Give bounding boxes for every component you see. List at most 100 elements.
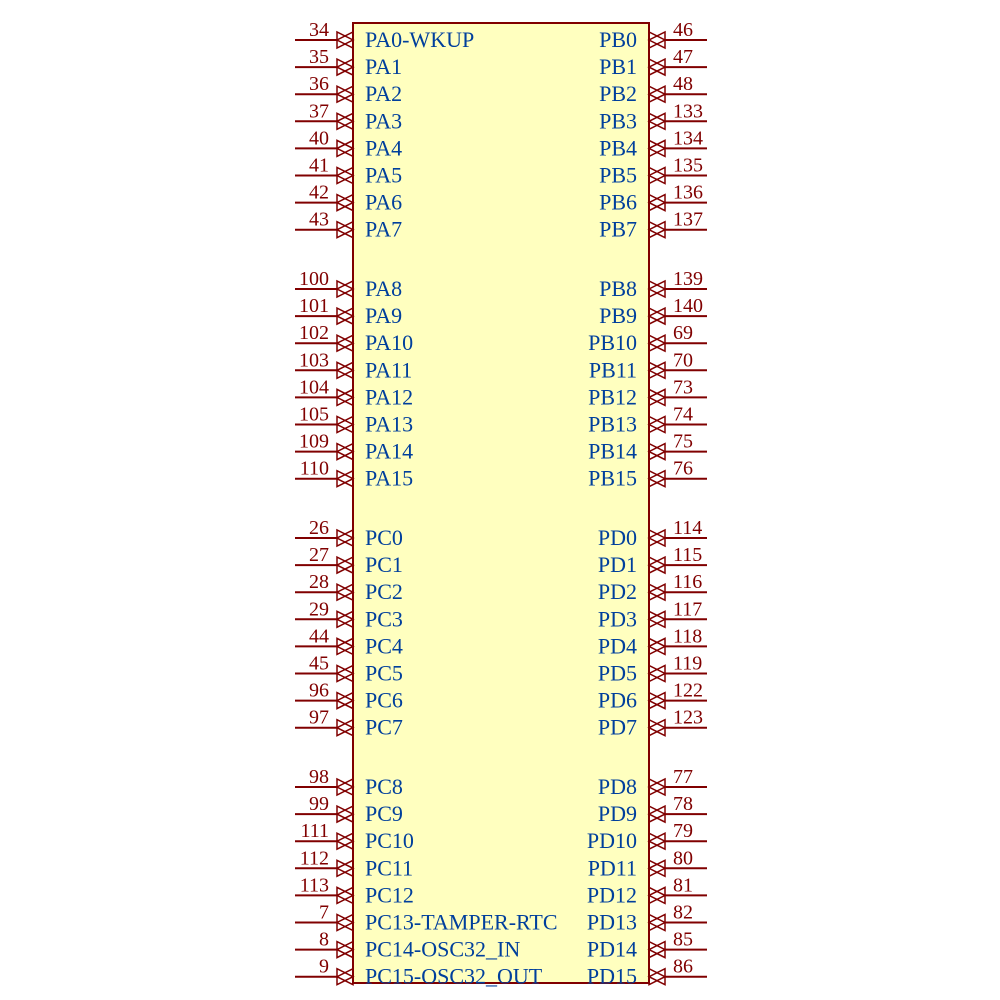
pin-number: 97 — [309, 707, 329, 729]
pin-label: PA5 — [365, 163, 402, 188]
pin-number: 112 — [300, 847, 329, 869]
pin-number: 77 — [673, 766, 693, 788]
pin-number: 75 — [673, 431, 693, 453]
pin-number: 86 — [673, 956, 693, 978]
pin-number: 122 — [673, 680, 703, 702]
pin-number: 7 — [319, 902, 329, 924]
pin-number: 82 — [673, 902, 693, 924]
pin-number: 79 — [673, 820, 693, 842]
pin-number: 103 — [299, 349, 329, 371]
pin-number: 27 — [309, 544, 329, 566]
pin-label: PA1 — [365, 54, 402, 79]
pin-label: PB15 — [588, 466, 637, 491]
pin-number: 114 — [673, 517, 702, 539]
pin-label: PD15 — [587, 964, 637, 989]
pin-label: PA13 — [365, 412, 413, 437]
pin-label: PC2 — [365, 579, 403, 604]
pin-label: PA15 — [365, 466, 413, 491]
pin-label: PD0 — [598, 525, 637, 550]
pin-number: 36 — [309, 73, 329, 95]
pin-label: PA2 — [365, 81, 402, 106]
pin-number: 96 — [309, 680, 329, 702]
pin-number: 99 — [309, 793, 329, 815]
pin-number: 98 — [309, 766, 329, 788]
pin-label: PC3 — [365, 606, 403, 631]
pin-label: PA10 — [365, 330, 413, 355]
pin-label: PC14-OSC32_IN — [365, 937, 520, 962]
pin-label: PB6 — [599, 190, 637, 215]
pin-number: 100 — [299, 268, 329, 290]
pin-label: PC1 — [365, 552, 403, 577]
pin-number: 110 — [300, 458, 329, 480]
pin-label: PA0-WKUP — [365, 27, 474, 52]
pin-number: 29 — [309, 598, 329, 620]
pin-number: 48 — [673, 73, 693, 95]
pin-label: PA9 — [365, 303, 402, 328]
pin-label: PD6 — [598, 688, 637, 713]
pin-number: 26 — [309, 517, 329, 539]
pin-label: PD11 — [588, 855, 637, 880]
pin-number: 42 — [309, 182, 329, 204]
pin-number: 119 — [673, 653, 702, 675]
pin-label: PB1 — [599, 54, 637, 79]
pin-label: PD3 — [598, 606, 637, 631]
pin-label: PB8 — [599, 276, 637, 301]
pin-number: 76 — [673, 458, 693, 480]
pin-label: PD12 — [587, 882, 637, 907]
pin-number: 81 — [673, 874, 693, 896]
pin-label: PB11 — [589, 357, 637, 382]
pin-number: 35 — [309, 46, 329, 68]
pin-label: PB0 — [599, 27, 637, 52]
pin-number: 109 — [299, 431, 329, 453]
pin-label: PA4 — [365, 135, 402, 160]
pin-label: PC9 — [365, 801, 403, 826]
pin-label: PD13 — [587, 910, 637, 935]
pin-number: 105 — [299, 404, 329, 426]
pin-label: PB12 — [588, 384, 637, 409]
pin-label: PB13 — [588, 412, 637, 437]
pin-number: 134 — [673, 127, 703, 149]
pin-number: 117 — [673, 598, 702, 620]
pin-number: 37 — [309, 100, 329, 122]
pin-number: 136 — [673, 182, 703, 204]
pin-number: 34 — [309, 19, 329, 41]
pin-label: PB4 — [599, 135, 637, 160]
pin-label: PA7 — [365, 217, 402, 242]
pin-number: 85 — [673, 929, 693, 951]
pin-number: 118 — [673, 625, 702, 647]
pin-label: PA8 — [365, 276, 402, 301]
pin-label: PB10 — [588, 330, 637, 355]
pin-label: PA12 — [365, 384, 413, 409]
pin-number: 73 — [673, 376, 693, 398]
pin-number: 123 — [673, 707, 703, 729]
pin-number: 47 — [673, 46, 693, 68]
pin-label: PC12 — [365, 882, 414, 907]
pin-label: PC5 — [365, 661, 403, 686]
pin-number: 116 — [673, 571, 702, 593]
pin-label: PD1 — [598, 552, 637, 577]
pin-number: 46 — [673, 19, 693, 41]
pin-number: 102 — [299, 322, 329, 344]
pin-number: 74 — [673, 404, 693, 426]
ic-schematic-symbol: 34PA0-WKUP35PA136PA237PA340PA441PA542PA6… — [0, 0, 1000, 1000]
pin-label: PD2 — [598, 579, 637, 604]
pin-number: 135 — [673, 155, 703, 177]
pin-number: 104 — [299, 376, 329, 398]
pin-number: 8 — [319, 929, 329, 951]
pin-number: 80 — [673, 847, 693, 869]
pin-number: 137 — [673, 209, 703, 231]
pin-label: PB14 — [588, 439, 637, 464]
pin-number: 70 — [673, 349, 693, 371]
pin-label: PD8 — [598, 774, 637, 799]
pin-label: PC15-OSC32_OUT — [365, 964, 543, 989]
pin-number: 44 — [309, 625, 329, 647]
pin-number: 45 — [309, 653, 329, 675]
pin-number: 69 — [673, 322, 693, 344]
pin-label: PC11 — [365, 855, 413, 880]
pin-label: PB9 — [599, 303, 637, 328]
pin-label: PA14 — [365, 439, 413, 464]
pin-number: 113 — [300, 874, 329, 896]
pin-number: 111 — [300, 820, 329, 842]
pin-label: PB3 — [599, 108, 637, 133]
pin-label: PC0 — [365, 525, 403, 550]
